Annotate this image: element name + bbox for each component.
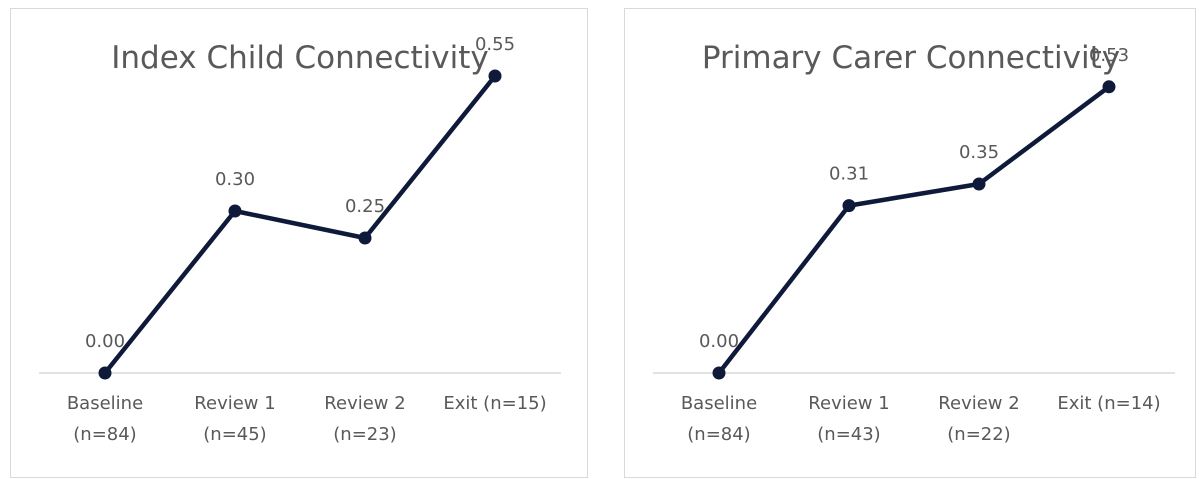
category-tick-line: Review 2 [938, 393, 1019, 414]
data-point [842, 199, 856, 213]
data-label: 0.30 [215, 169, 255, 190]
category-tick-line: (n=84) [687, 424, 750, 445]
chart-panel-primary-carer: Primary Carer Connectivity 0.00 Baseline (… [624, 8, 1196, 478]
series-line [716, 84, 1112, 376]
category-tick-label: Review 2 (n=22) [938, 393, 1019, 445]
category-tick-line: Baseline [681, 393, 757, 414]
category-tick-label: Exit (n=15) [443, 393, 546, 414]
data-point [712, 366, 726, 380]
category-tick-line: (n=84) [73, 424, 136, 445]
category-tick-label: Review 1 (n=45) [194, 393, 275, 445]
category-tick-label: Baseline (n=84) [681, 393, 757, 445]
data-point [358, 231, 372, 245]
data-label: 0.35 [959, 142, 999, 163]
series-marks: 0.00 Baseline (n=84) 0.30 Review 1 (n=45) 0.25… [67, 34, 547, 445]
data-point [228, 204, 242, 218]
data-label: 0.00 [699, 331, 739, 352]
series-line [102, 73, 498, 376]
data-point [98, 366, 112, 380]
data-label: 0.00 [85, 331, 125, 352]
data-label: 0.25 [345, 196, 385, 217]
data-label: 0.55 [475, 34, 515, 55]
category-tick-line: Review 2 [324, 393, 405, 414]
category-tick-line: Baseline [67, 393, 143, 414]
category-tick-label: Review 1 (n=43) [808, 393, 889, 445]
category-tick-line: (n=23) [333, 424, 396, 445]
category-tick-line: (n=22) [947, 424, 1010, 445]
chart-panel-index-child: Index Child Connectivity 0.00 Baseline (n=… [10, 8, 588, 478]
category-tick-label: Exit (n=14) [1057, 393, 1160, 414]
category-tick-line: Exit (n=15) [443, 393, 546, 414]
category-tick-line: Exit (n=14) [1057, 393, 1160, 414]
category-tick-line: Review 1 [194, 393, 275, 414]
category-tick-line: (n=45) [203, 424, 266, 445]
data-point [1102, 80, 1116, 94]
category-tick-line: Review 1 [808, 393, 889, 414]
chart-index-child: Index Child Connectivity 0.00 Baseline (n=… [39, 34, 561, 445]
category-tick-label: Baseline (n=84) [67, 393, 143, 445]
chart-title: Index Child Connectivity [111, 40, 489, 76]
data-point [972, 177, 986, 191]
chart-title: Primary Carer Connectivity [702, 40, 1120, 76]
category-tick-line: (n=43) [817, 424, 880, 445]
category-tick-label: Review 2 (n=23) [324, 393, 405, 445]
chart-primary-carer: Primary Carer Connectivity 0.00 Baseline (… [653, 40, 1175, 445]
data-label: 0.53 [1089, 45, 1129, 66]
data-label: 0.31 [829, 164, 869, 185]
data-point [488, 69, 502, 83]
series-marks: 0.00 Baseline (n=84) 0.31 Review 1 (n=43) 0.35… [681, 45, 1161, 445]
